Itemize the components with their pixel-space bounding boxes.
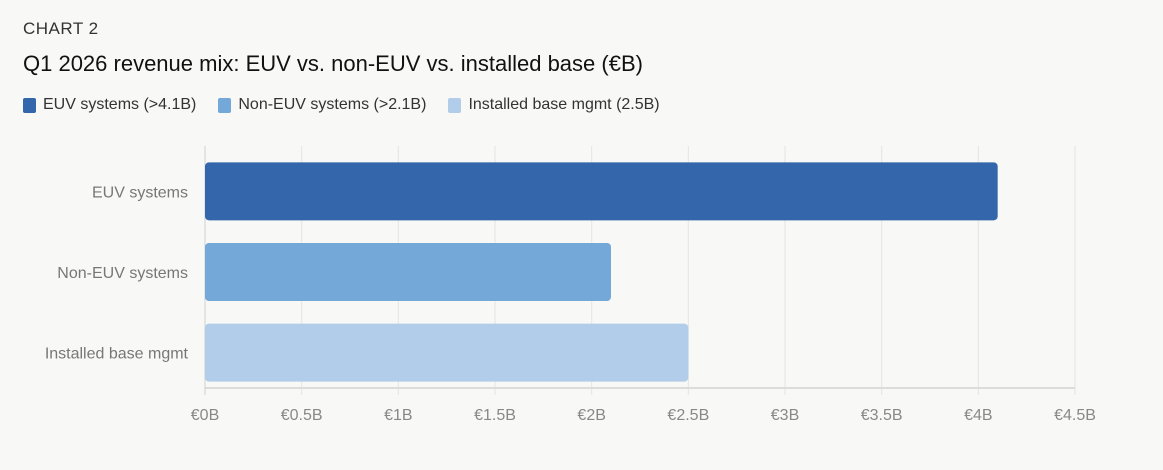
y-category-label: EUV systems <box>92 184 188 201</box>
x-tick-label: €1B <box>384 407 412 424</box>
legend-item: Non-EUV systems (>2.1B) <box>218 96 426 114</box>
legend-item: EUV systems (>4.1B) <box>23 96 196 114</box>
legend-item: Installed base mgmt (2.5B) <box>448 96 660 114</box>
legend-swatch <box>23 97 36 113</box>
x-tick-label: €4.5B <box>1054 407 1096 424</box>
chart-eyebrow: CHART 2 <box>23 19 99 38</box>
x-tick-label: €0.5B <box>281 407 323 424</box>
y-category-label: Non-EUV systems <box>57 265 188 282</box>
x-tick-label: €3B <box>771 407 799 424</box>
legend-swatch <box>218 97 232 113</box>
y-category-label: Installed base mgmt <box>45 346 189 363</box>
legend-label: Installed base mgmt (2.5B) <box>468 96 660 113</box>
x-tick-label: €3.5B <box>861 407 903 424</box>
bar <box>205 323 689 382</box>
x-tick-label: €4B <box>964 407 992 424</box>
bar <box>205 243 611 301</box>
x-tick-label: €0B <box>191 407 219 424</box>
x-tick-label: €1.5B <box>474 407 516 424</box>
x-tick-label: €2.5B <box>667 407 709 424</box>
chart-title: Q1 2026 revenue mix: EUV vs. non-EUV vs.… <box>23 51 643 76</box>
x-tick-label: €2B <box>577 407 605 424</box>
legend-swatch <box>448 97 462 113</box>
legend-label: Non-EUV systems (>2.1B) <box>238 96 427 113</box>
bar <box>205 162 998 221</box>
legend-label: EUV systems (>4.1B) <box>43 96 197 113</box>
legend: EUV systems (>4.1B) Non-EUV systems (>2.1… <box>23 96 660 114</box>
